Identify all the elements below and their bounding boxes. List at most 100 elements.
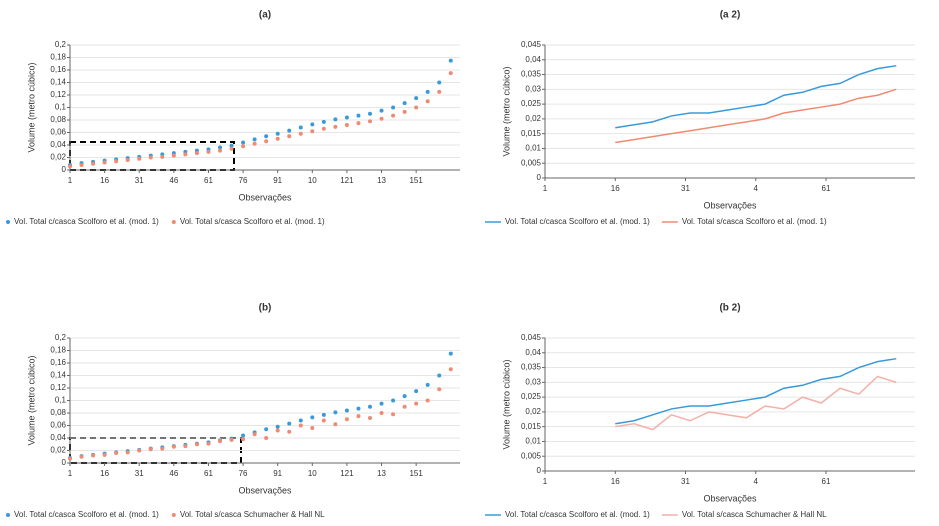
chart-title: (b 2) xyxy=(719,303,740,314)
point xyxy=(287,429,292,434)
point xyxy=(321,412,326,417)
y-tick-label: 0,01 xyxy=(525,144,541,153)
x-tick-label: 76 xyxy=(239,469,248,478)
x-tick-label: 31 xyxy=(681,184,690,193)
y-tick-label: 0,01 xyxy=(525,437,541,446)
y-tick-label: 0,2 xyxy=(55,333,67,342)
y-tick-label: 0,035 xyxy=(521,363,542,372)
legend-label: Vol. Total s/casca Schumacher & Hall NL xyxy=(682,510,827,519)
point xyxy=(368,404,372,409)
point xyxy=(125,450,130,455)
point xyxy=(344,417,349,422)
x-tick-label: 61 xyxy=(204,469,213,478)
y-tick-label: 0,045 xyxy=(521,333,542,342)
x-axis-label: Observações xyxy=(238,192,292,202)
point xyxy=(298,131,303,136)
x-tick-label: 10 xyxy=(308,469,317,478)
legend-label: Vol. Total s/casca Scolforo et al. (mod.… xyxy=(180,217,325,226)
point xyxy=(206,441,211,446)
point xyxy=(379,411,384,415)
y-tick-label: 0 xyxy=(62,458,67,467)
point xyxy=(241,144,246,149)
point xyxy=(298,125,303,130)
y-tick-label: 0,2 xyxy=(55,40,67,49)
panel: (b 2) Volume (metro cúbico) Observações 0 0,… xyxy=(485,303,915,519)
y-tick-label: 0,18 xyxy=(50,53,66,62)
x-tick-label: 46 xyxy=(169,176,178,185)
x-tick-label: 151 xyxy=(409,469,423,478)
legend-marker xyxy=(171,513,176,517)
point xyxy=(252,141,257,146)
line xyxy=(615,357,897,425)
point xyxy=(114,451,119,455)
point xyxy=(241,437,246,442)
point xyxy=(356,406,361,411)
point xyxy=(194,151,199,156)
point xyxy=(414,105,419,110)
y-tick-label: 0,08 xyxy=(50,408,66,417)
point xyxy=(379,401,384,406)
y-tick-label: 0,06 xyxy=(50,128,66,137)
point xyxy=(183,444,188,449)
point xyxy=(448,71,453,76)
point xyxy=(402,101,407,106)
y-tick-label: 0,1 xyxy=(55,396,67,405)
point xyxy=(356,113,361,118)
point xyxy=(229,146,234,151)
point xyxy=(183,152,188,157)
y-tick-label: 0 xyxy=(62,165,67,174)
point xyxy=(402,109,407,114)
point xyxy=(275,428,280,433)
y-tick-label: 0,04 xyxy=(50,140,66,149)
point xyxy=(148,447,153,452)
point xyxy=(310,426,315,430)
y-tick-label: 0,02 xyxy=(525,407,541,416)
point xyxy=(321,418,326,423)
y-tick-label: 0,02 xyxy=(50,153,66,162)
y-tick-label: 0,1 xyxy=(55,103,67,112)
point xyxy=(79,163,84,167)
point xyxy=(148,155,153,160)
point xyxy=(379,116,384,121)
point xyxy=(437,89,442,94)
point xyxy=(448,58,453,63)
y-tick-label: 0,025 xyxy=(521,392,542,401)
y-tick-label: 0,005 xyxy=(521,451,542,460)
y-tick-label: 0,16 xyxy=(50,65,66,74)
x-axis-label: Observações xyxy=(703,200,757,210)
x-tick-label: 1 xyxy=(68,176,73,185)
y-tick-label: 0,04 xyxy=(50,433,66,442)
point xyxy=(264,427,269,432)
x-tick-label: 13 xyxy=(377,469,386,478)
x-tick-label: 151 xyxy=(409,176,423,185)
chart-title: (a 2) xyxy=(720,10,741,21)
point xyxy=(333,422,338,427)
point xyxy=(344,115,349,120)
y-tick-label: 0,045 xyxy=(521,40,542,49)
point xyxy=(333,117,338,122)
point xyxy=(391,105,396,110)
x-tick-label: 31 xyxy=(135,176,144,185)
point xyxy=(241,433,246,438)
y-tick-label: 0 xyxy=(537,173,542,182)
point xyxy=(414,401,419,406)
point xyxy=(333,124,338,129)
y-tick-label: 0,025 xyxy=(521,99,542,108)
legend-label: Vol. Total c/casca Scolforo et al. (mod.… xyxy=(14,217,159,226)
point xyxy=(437,373,442,378)
point xyxy=(310,129,315,134)
panel: (a 2) Volume (metro cúbico) Observações 0 0,… xyxy=(485,10,915,226)
x-axis-label: Observações xyxy=(238,485,292,495)
point xyxy=(160,446,165,451)
legend-marker xyxy=(6,513,10,517)
x-tick-label: 61 xyxy=(822,184,831,193)
point xyxy=(218,145,222,150)
x-tick-label: 61 xyxy=(204,176,213,185)
point xyxy=(368,416,372,420)
x-tick-label: 121 xyxy=(340,176,354,185)
legend-label: Vol. Total c/casca Scolforo et al. (mod.… xyxy=(14,510,159,519)
point xyxy=(125,158,130,162)
point xyxy=(68,456,72,461)
point xyxy=(171,444,176,449)
point xyxy=(368,111,372,116)
